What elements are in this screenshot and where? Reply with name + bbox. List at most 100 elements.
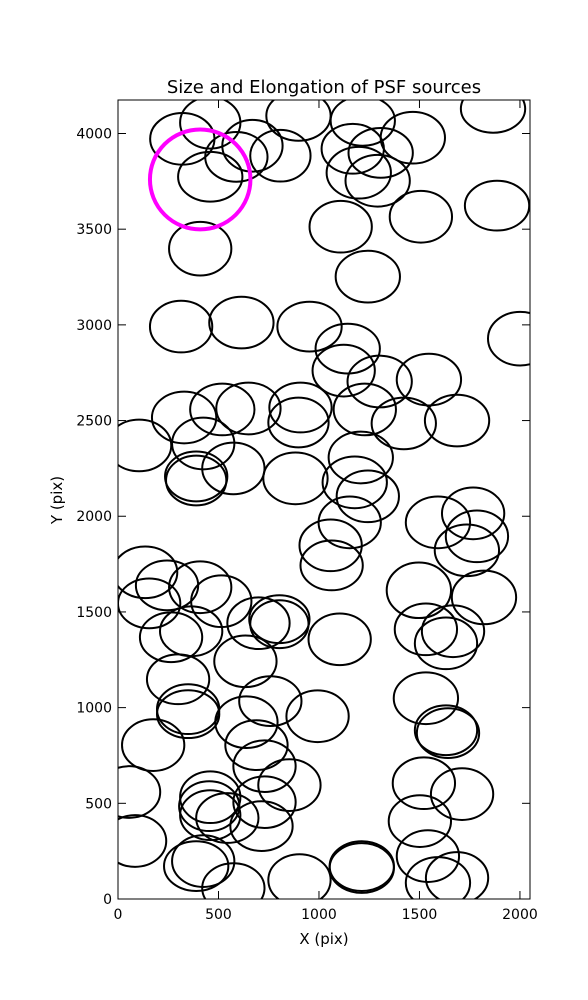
source-ellipse xyxy=(163,840,230,892)
source-ellipse xyxy=(262,451,329,506)
y-axis-label: Y (pix) xyxy=(48,476,66,525)
source-ellipse xyxy=(249,128,312,183)
x-tick-label: 0 xyxy=(114,907,123,923)
source-ellipse xyxy=(413,704,479,757)
y-tick-label: 3500 xyxy=(76,222,112,238)
source-ellipse xyxy=(370,396,437,451)
source-ellipse xyxy=(328,842,395,894)
y-tick-label: 1500 xyxy=(76,605,112,621)
source-ellipse xyxy=(285,689,350,744)
source-ellipse xyxy=(248,594,311,645)
source-ellipse xyxy=(249,599,310,650)
source-ellipse xyxy=(226,596,291,651)
x-tick-label: 1500 xyxy=(402,907,438,923)
source-ellipse xyxy=(321,455,388,510)
source-ellipse xyxy=(208,295,275,350)
source-ellipse xyxy=(332,382,397,437)
y-tick-label: 3000 xyxy=(76,318,112,334)
y-tick-label: 2000 xyxy=(76,509,112,525)
source-ellipse xyxy=(433,523,501,578)
x-tick-label: 2000 xyxy=(502,907,538,923)
source-ellipse xyxy=(487,310,530,367)
source-ellipse xyxy=(429,767,495,821)
source-ellipse xyxy=(268,381,333,434)
highlight-circle xyxy=(147,127,253,232)
source-ellipse xyxy=(388,189,454,244)
source-ellipse xyxy=(423,393,491,448)
source-ellipse xyxy=(308,199,373,254)
source-ellipse xyxy=(391,756,457,811)
source-ellipse xyxy=(314,322,381,375)
source-ellipse xyxy=(307,612,372,667)
source-ellipse xyxy=(385,561,453,620)
source-ellipse xyxy=(387,794,453,848)
source-ellipse xyxy=(257,758,322,812)
y-tick-label: 1000 xyxy=(76,701,112,717)
source-ellipse xyxy=(214,695,279,750)
source-ellipse xyxy=(145,653,211,706)
source-ellipse xyxy=(229,800,294,852)
source-ellipse xyxy=(299,539,364,592)
source-ellipse xyxy=(215,381,282,436)
source-ellipse xyxy=(177,150,244,203)
source-ellipse xyxy=(413,616,479,671)
source-ellipse xyxy=(224,719,289,772)
plot-frame xyxy=(117,99,531,900)
source-ellipse xyxy=(179,789,242,842)
source-ellipse xyxy=(168,560,233,615)
chart-title: Size and Elongation of PSF sources xyxy=(167,77,481,98)
source-ellipse xyxy=(325,145,392,200)
source-ellipse xyxy=(189,382,256,437)
source-ellipse xyxy=(118,765,162,819)
source-ellipse xyxy=(201,862,266,899)
source-ellipse xyxy=(335,469,400,524)
source-ellipse xyxy=(392,671,460,726)
source-ellipse xyxy=(327,430,394,485)
x-axis-label: X (pix) xyxy=(299,930,348,948)
source-ellipse xyxy=(165,454,228,507)
source-ellipse xyxy=(420,604,486,659)
source-ellipse xyxy=(415,707,481,759)
source-ellipse xyxy=(276,300,343,353)
source-ellipse xyxy=(204,130,269,183)
source-ellipse xyxy=(404,495,472,550)
source-ellipse xyxy=(155,689,221,740)
x-tick-label: 500 xyxy=(205,907,232,923)
source-ellipse xyxy=(463,179,530,232)
source-ellipse xyxy=(379,110,446,165)
y-tick-label: 500 xyxy=(85,796,112,812)
source-ellipse xyxy=(150,390,218,445)
source-ellipse xyxy=(118,545,179,600)
source-ellipse xyxy=(232,739,297,794)
source-ellipse xyxy=(444,509,510,564)
source-ellipse xyxy=(267,853,332,899)
y-tick-label: 0 xyxy=(103,892,112,908)
source-ellipse xyxy=(424,851,490,899)
source-ellipse xyxy=(118,814,168,868)
source-ellipse xyxy=(393,602,459,657)
source-ellipse xyxy=(168,220,233,277)
source-ellipse xyxy=(395,829,461,883)
source-ellipse xyxy=(118,577,182,630)
source-ellipse xyxy=(311,343,376,398)
y-tick-label: 4000 xyxy=(76,126,112,142)
plot-area xyxy=(118,100,530,899)
source-ellipse xyxy=(347,126,414,179)
source-ellipse xyxy=(334,249,401,304)
source-ellipse xyxy=(148,299,214,354)
x-tick-label: 1000 xyxy=(301,907,337,923)
source-ellipse xyxy=(395,352,463,407)
source-ellipse xyxy=(267,396,330,449)
source-ellipse xyxy=(344,153,411,208)
source-ellipse xyxy=(238,675,303,727)
y-tick-label: 2500 xyxy=(76,414,112,430)
source-ellipse xyxy=(164,450,229,503)
source-ellipse xyxy=(201,441,266,496)
source-ellipse xyxy=(221,118,284,173)
source-ellipse xyxy=(459,100,527,134)
source-ellipse xyxy=(440,486,506,541)
source-ellipse xyxy=(298,518,363,573)
source-ellipse xyxy=(329,100,396,147)
